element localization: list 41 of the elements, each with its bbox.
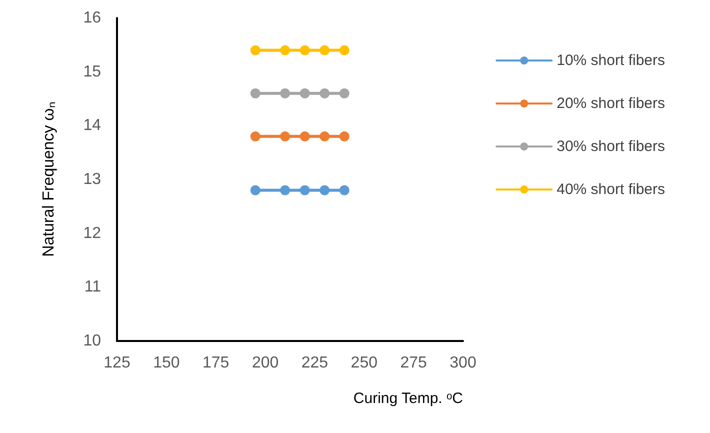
y-tick-label: 16 bbox=[83, 10, 102, 26]
x-tick-label: 175 bbox=[202, 354, 230, 372]
y-axis-title: Natural Frequency ωₙ bbox=[40, 102, 58, 257]
legend-label: 40% short fibers bbox=[556, 181, 666, 198]
point bbox=[339, 88, 350, 98]
point bbox=[280, 131, 290, 142]
x-tick-label: 125 bbox=[104, 354, 130, 372]
point bbox=[339, 131, 350, 142]
point bbox=[339, 185, 350, 196]
point bbox=[300, 185, 310, 196]
y-tick-label: 13 bbox=[83, 171, 102, 188]
point bbox=[320, 88, 330, 98]
x-axis-title: Curing Temp. ᵒC bbox=[353, 390, 464, 407]
point bbox=[339, 45, 350, 56]
point bbox=[250, 88, 260, 98]
legend-label: 30% short fibers bbox=[556, 138, 666, 155]
point bbox=[250, 45, 260, 56]
point bbox=[300, 131, 310, 142]
point bbox=[300, 45, 310, 56]
point bbox=[250, 131, 260, 142]
x-tick-label: 200 bbox=[252, 354, 279, 372]
point bbox=[250, 185, 260, 196]
y-tick-label: 15 bbox=[83, 63, 102, 80]
x-tick-label: 300 bbox=[450, 354, 476, 372]
point bbox=[320, 185, 330, 196]
point bbox=[280, 45, 290, 56]
point bbox=[280, 88, 290, 98]
x-tick-label: 150 bbox=[153, 354, 180, 372]
point bbox=[280, 185, 290, 196]
x-tick-label: 225 bbox=[301, 354, 328, 372]
point bbox=[300, 88, 310, 98]
x-tick-label: 275 bbox=[400, 354, 428, 372]
y-tick-label: 10 bbox=[83, 332, 102, 350]
y-tick-label: 14 bbox=[83, 117, 102, 134]
y-tick-label: 11 bbox=[84, 278, 102, 296]
legend-label: 10% short fibers bbox=[556, 52, 666, 69]
legend-label: 20% short fibers bbox=[556, 95, 666, 112]
point bbox=[320, 45, 330, 56]
point bbox=[320, 131, 330, 142]
x-tick-label: 250 bbox=[350, 354, 378, 372]
y-tick-label: 12 bbox=[83, 224, 102, 242]
